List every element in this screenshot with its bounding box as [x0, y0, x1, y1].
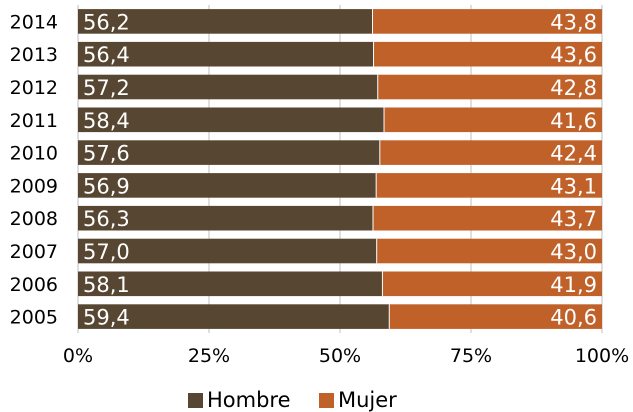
data-label-mujer: 42,4 [550, 142, 597, 166]
year-label: 2010 [10, 143, 58, 165]
bar-hombre [78, 271, 383, 297]
legend-label-mujer: Mujer [338, 388, 397, 412]
x-tick-label: 0% [63, 345, 93, 367]
year-label: 2008 [10, 208, 58, 230]
year-label: 2007 [10, 241, 58, 263]
bar-hombre [78, 205, 374, 231]
bar-mujer [373, 205, 602, 231]
year-label: 2011 [10, 110, 58, 132]
legend-label-hombre: Hombre [207, 388, 291, 412]
year-label: 2005 [10, 307, 58, 329]
data-label-mujer: 43,8 [550, 10, 597, 34]
data-label-hombre: 56,4 [83, 43, 130, 67]
data-label-mujer: 40,6 [550, 306, 597, 330]
data-label-mujer: 41,6 [550, 109, 597, 133]
legend: Hombre Mujer [188, 388, 397, 412]
data-label-hombre: 56,2 [83, 10, 130, 34]
x-axis-ticks: 0% 25% 50% 75% 100% [63, 345, 629, 367]
bar-mujer [376, 238, 602, 264]
data-label-hombre: 56,3 [83, 207, 130, 231]
data-label-mujer: 41,9 [550, 273, 597, 297]
bar-mujer [377, 74, 602, 100]
bar-mujer [382, 271, 602, 297]
year-label: 2009 [10, 175, 58, 197]
bar-hombre [78, 41, 374, 67]
data-label-mujer: 43,6 [550, 43, 597, 67]
year-label: 2006 [10, 274, 58, 296]
year-label: 2012 [10, 77, 58, 99]
data-label-hombre: 56,9 [83, 174, 130, 198]
legend-swatch-mujer [319, 393, 334, 408]
bar-hombre [78, 74, 378, 100]
data-label-hombre: 57,6 [83, 142, 130, 166]
x-tick-label: 25% [188, 345, 230, 367]
bar-hombre [78, 173, 377, 198]
bar-mujer [384, 107, 602, 133]
bar-hombre [78, 107, 385, 133]
x-tick-label: 50% [319, 345, 361, 367]
data-label-hombre: 59,4 [83, 306, 130, 330]
bar-mujer [372, 9, 602, 34]
bar-hombre [78, 140, 380, 165]
x-tick-label: 100% [575, 345, 629, 367]
year-label: 2013 [10, 44, 58, 66]
bar-mujer [376, 173, 602, 198]
data-label-mujer: 43,1 [550, 174, 597, 198]
bars: 56,2 43,8 56,4 43,6 57,2 42,8 58,4 41,6 57,6 42,4… [78, 9, 602, 330]
bar-hombre [78, 9, 373, 34]
bar-hombre [78, 304, 390, 329]
data-label-hombre: 58,4 [83, 109, 130, 133]
category-labels: 2014 2013 2012 2011 2010 2009 2008 2007 2006 2005 [10, 11, 58, 328]
bar-mujer [389, 304, 602, 329]
bar-hombre [78, 238, 377, 264]
bar-mujer [373, 41, 602, 67]
data-label-mujer: 43,0 [550, 240, 597, 264]
data-label-mujer: 42,8 [550, 76, 597, 100]
data-label-hombre: 57,2 [83, 76, 130, 100]
data-label-hombre: 58,1 [83, 273, 130, 297]
data-label-mujer: 43,7 [550, 207, 597, 231]
legend-swatch-hombre [188, 393, 203, 408]
x-tick-label: 75% [450, 345, 492, 367]
year-label: 2014 [10, 11, 58, 33]
data-label-hombre: 57,0 [83, 240, 130, 264]
bar-mujer [379, 140, 602, 165]
